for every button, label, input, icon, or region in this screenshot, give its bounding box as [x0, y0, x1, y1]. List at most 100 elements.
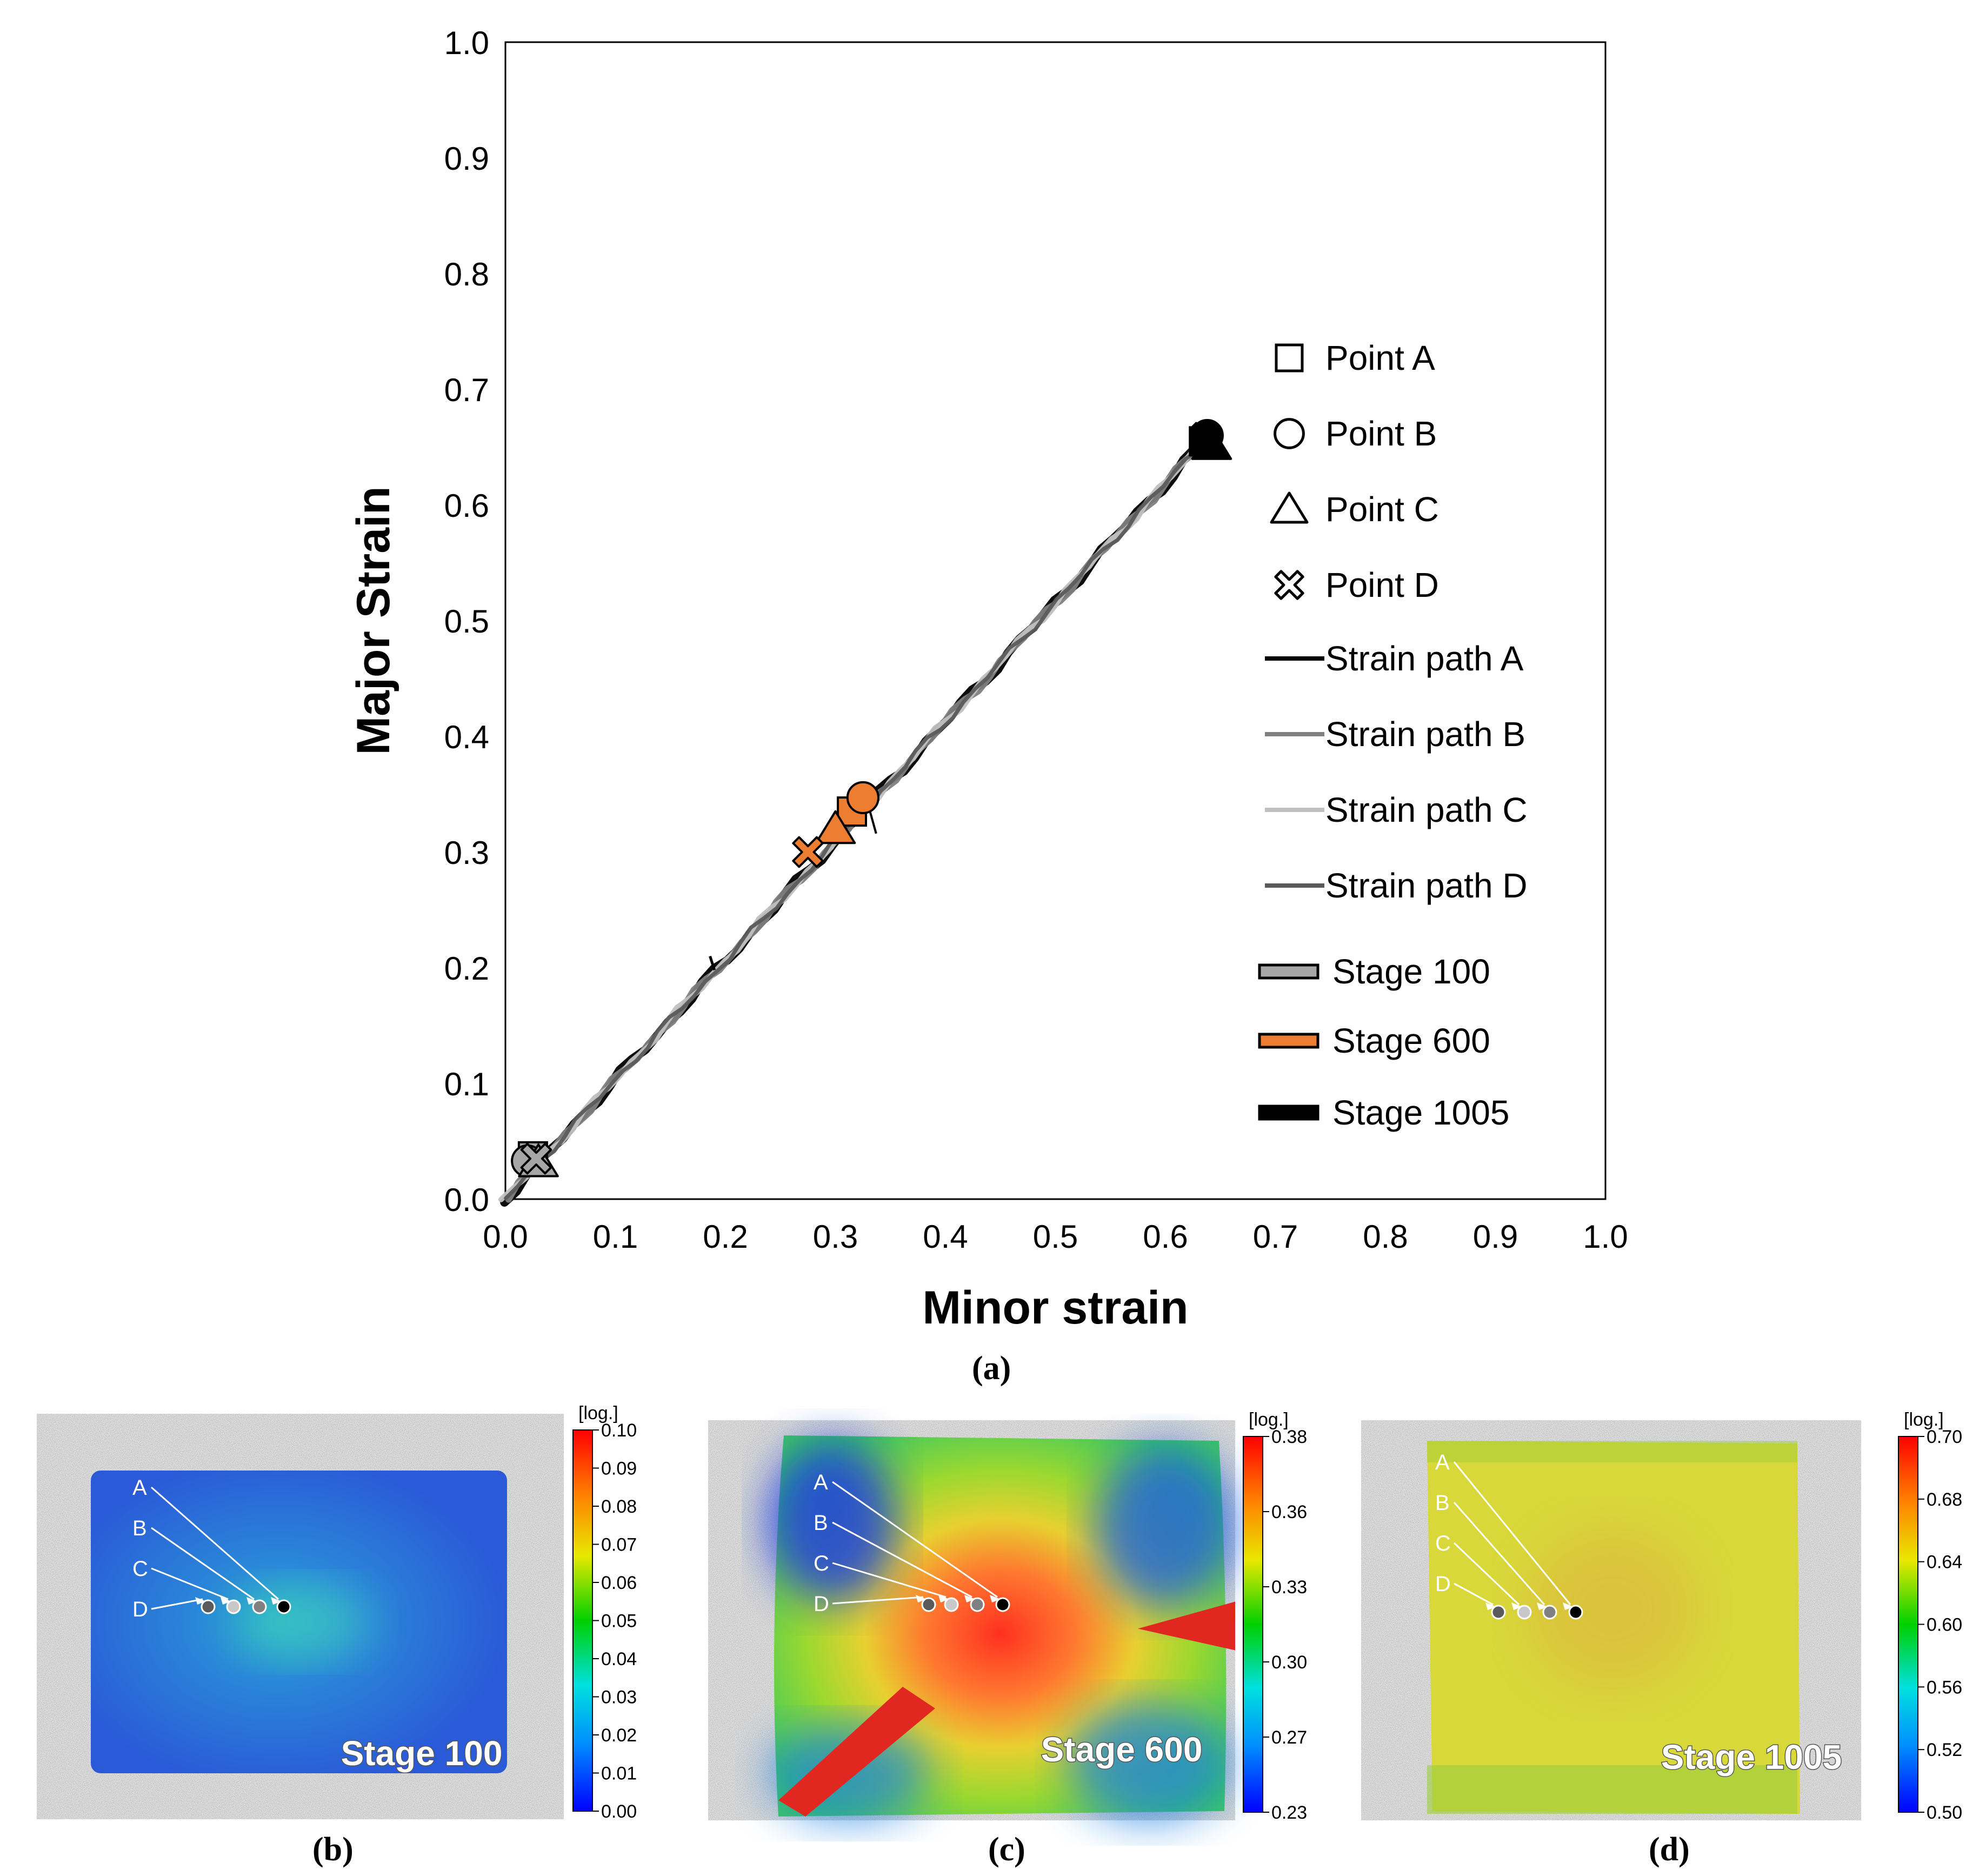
arrow-head: [1563, 1602, 1574, 1610]
legend-label: Point B: [1325, 414, 1437, 453]
legend-stage-swatch: [1258, 1105, 1319, 1121]
color-scale-bar: [572, 1429, 593, 1812]
y-tick-label: 0.0: [444, 1182, 489, 1218]
color-scale-bar: [1898, 1436, 1918, 1813]
y-axis-title: Major Strain: [348, 487, 399, 755]
measurement-point: [1491, 1605, 1506, 1620]
caption-b: (b): [312, 1831, 354, 1868]
point-label-a: A: [814, 1471, 828, 1494]
measurement-point: [944, 1597, 959, 1612]
legend-marker-cross: [1274, 570, 1304, 600]
pointer-arrow: [151, 1567, 229, 1600]
point-label-c: C: [132, 1557, 148, 1581]
stage-label: Stage 1005: [1661, 1738, 1842, 1777]
point-label-b: B: [1435, 1491, 1450, 1515]
x-axis-title: Minor strain: [922, 1282, 1188, 1334]
pointer-arrow: [1453, 1461, 1571, 1605]
point-label-b: B: [814, 1511, 828, 1535]
strain-band: [1138, 1601, 1235, 1651]
data-point-point-b-stage-600: [846, 781, 879, 815]
x-tick-label: 0.6: [1143, 1219, 1188, 1255]
pointer-arrow: [832, 1521, 972, 1598]
y-tick-label: 1.0: [444, 25, 489, 61]
arrow-head: [221, 1597, 231, 1605]
x-tick-label: 1.0: [1583, 1219, 1628, 1255]
legend-label: Point C: [1325, 490, 1439, 529]
legend-label: Point A: [1325, 338, 1435, 377]
measurement-point: [276, 1599, 291, 1614]
cross-marker: [520, 1142, 552, 1175]
legend-marker-triangle: [1270, 491, 1309, 524]
cross-marker: [792, 836, 824, 868]
legend-label: Strain path D: [1325, 866, 1528, 905]
y-tick-label: 0.2: [444, 950, 489, 987]
scale-tick-label: 0.01: [601, 1764, 637, 1784]
legend-item: Strain path D: [1265, 866, 1528, 905]
data-point-point-c-stage-600: [815, 810, 856, 844]
scale-tick-label: 0.68: [1927, 1489, 1962, 1510]
pointer-arrow: [832, 1562, 947, 1598]
y-tick-label: 0.3: [444, 835, 489, 871]
cross-marker: [1274, 570, 1304, 600]
strain-cold-region: [1095, 1446, 1235, 1608]
arrow-head: [990, 1595, 1001, 1602]
y-tick-label: 0.7: [444, 372, 489, 408]
legend-item: Point A: [1275, 338, 1435, 377]
scale-tick-label: 0.04: [601, 1649, 637, 1669]
legend-stage-swatch: [1258, 963, 1319, 980]
legend-label: Strain path C: [1325, 790, 1528, 829]
arrow-head: [271, 1597, 282, 1605]
scale-tick-label: 0.50: [1927, 1802, 1962, 1823]
scale-tick-label: 0.03: [601, 1687, 637, 1708]
x-tick-label: 0.3: [813, 1219, 858, 1255]
arrow-head: [246, 1597, 257, 1605]
caption-c: (c): [988, 1831, 1025, 1868]
scale-tick-label: 0.09: [601, 1459, 637, 1479]
x-tick-label: 0.1: [593, 1219, 638, 1255]
path-tick: [709, 955, 716, 971]
arrow-head: [195, 1597, 206, 1605]
circle-marker: [846, 781, 879, 815]
x-tick-label: 0.7: [1253, 1219, 1298, 1255]
scale-tick-label: 0.60: [1927, 1615, 1962, 1635]
measurement-point: [1517, 1605, 1532, 1620]
pointer-arrow: [1454, 1582, 1494, 1606]
y-tick-label: 0.5: [444, 603, 489, 640]
legend-item: Stage 600: [1258, 1021, 1490, 1060]
color-scale-bar: [1243, 1436, 1263, 1813]
measurement-point: [1542, 1605, 1557, 1620]
triangle-marker: [815, 810, 856, 844]
stage-label: Stage 100: [341, 1734, 503, 1773]
legend-item: Strain path B: [1265, 715, 1525, 754]
triangle-marker: [1270, 491, 1309, 524]
legend-label: Strain path B: [1325, 715, 1525, 754]
point-label-a: A: [1435, 1451, 1450, 1474]
point-label-d: D: [1435, 1572, 1451, 1596]
scale-unit: [log.]: [1249, 1409, 1289, 1430]
strain-hotspot: [1525, 1527, 1699, 1690]
pointer-arrow: [1453, 1502, 1545, 1605]
data-point-point-d-stage-600: [792, 836, 824, 868]
point-label-b: B: [132, 1516, 147, 1540]
legend-label: Strain path A: [1325, 639, 1524, 678]
x-tick-label: 0.4: [923, 1219, 968, 1255]
pointer-arrow: [832, 1481, 998, 1598]
scale-tick-label: 0.23: [1271, 1802, 1307, 1823]
caption-d: (d): [1649, 1831, 1690, 1868]
legend-item: Strain path A: [1265, 639, 1524, 678]
scale-tick-label: 0.36: [1271, 1502, 1307, 1522]
legend-label: Stage 600: [1332, 1021, 1490, 1060]
legend-item: Strain path C: [1265, 790, 1528, 829]
arrow-head: [916, 1595, 927, 1602]
arrow-head: [1511, 1602, 1522, 1610]
legend-marker-square: [1275, 343, 1304, 372]
strain-band: [778, 1687, 935, 1817]
stage-label: Stage 600: [1041, 1730, 1203, 1769]
y-tick-label: 0.8: [444, 256, 489, 292]
x-tick-label: 0.8: [1363, 1219, 1408, 1255]
x-tick-label: 0.5: [1033, 1219, 1078, 1255]
y-tick-label: 0.6: [444, 488, 489, 524]
measurement-point: [921, 1597, 936, 1612]
